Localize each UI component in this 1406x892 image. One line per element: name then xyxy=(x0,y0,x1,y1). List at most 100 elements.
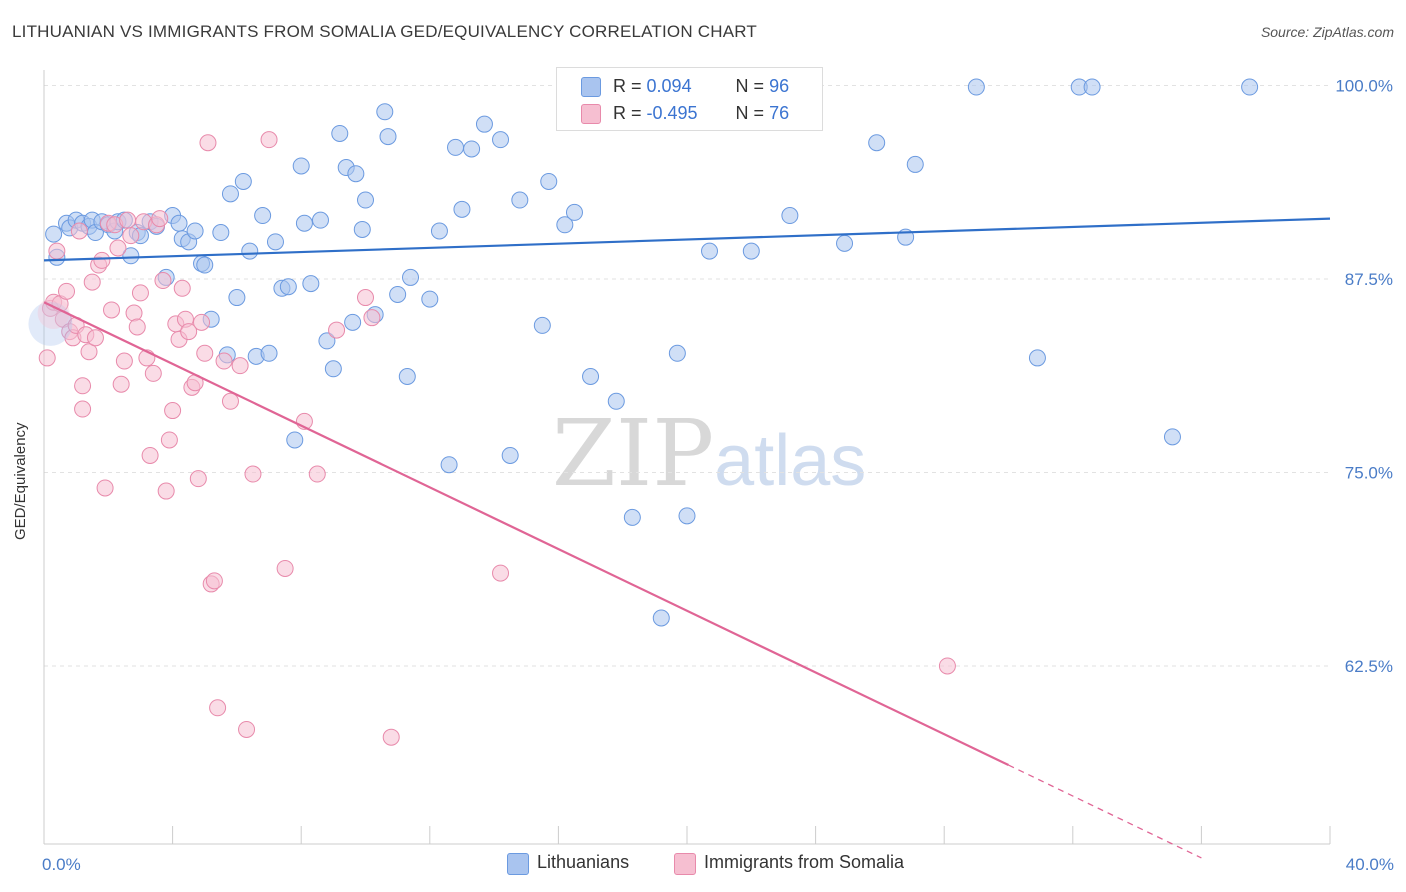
somalia-point xyxy=(109,239,127,257)
somalia-point xyxy=(231,357,249,375)
series-swatch-lithuanians xyxy=(507,853,529,875)
series-label-somalia: Immigrants from Somalia xyxy=(704,852,905,872)
somalia-point xyxy=(209,699,227,717)
lithuanian-point xyxy=(781,207,799,225)
somalia-point xyxy=(357,289,374,307)
legend-text-somalia: R = -0.495 N = 76 xyxy=(613,103,789,124)
lithuanian-point xyxy=(430,222,448,240)
somalia-trend-line xyxy=(43,301,1009,767)
somalia-point xyxy=(196,344,214,362)
somalia-point xyxy=(48,242,66,260)
watermark-zip: ZIP xyxy=(552,400,715,507)
lithuanian-point xyxy=(906,155,924,173)
legend-text-lithuanians: R = 0.094 N = 96 xyxy=(613,76,789,97)
somalia-point xyxy=(86,329,104,347)
lithuanian-point xyxy=(398,368,416,386)
somalia-point xyxy=(492,564,510,582)
lithuanian-point xyxy=(1028,349,1046,367)
lithuanian-point xyxy=(453,200,471,218)
somalia-point xyxy=(141,446,159,464)
lithuanian-point xyxy=(254,207,272,225)
lithuanian-point xyxy=(347,165,365,183)
lithuanian-point xyxy=(701,242,719,260)
somalia-point xyxy=(238,720,256,738)
lithuanian-point xyxy=(447,138,465,156)
lithuanian-point xyxy=(533,316,551,334)
y-tick-label: 87.5% xyxy=(1345,270,1393,289)
somalia-point xyxy=(363,309,381,327)
somalia-point xyxy=(180,323,198,341)
watermark-atlas: atlas xyxy=(714,421,867,501)
lithuanian-point xyxy=(212,224,230,242)
lithuanian-point xyxy=(357,191,374,209)
somalia-point xyxy=(164,402,182,420)
watermark: ZIPatlas xyxy=(552,400,866,507)
somalia-point xyxy=(221,392,239,410)
lithuanian-point xyxy=(344,313,362,331)
lithuanian-point xyxy=(221,185,239,203)
legend-r-value: 0.094 xyxy=(646,76,692,96)
lithuanian-point xyxy=(582,368,600,386)
somalia-point xyxy=(160,431,178,449)
grid xyxy=(44,84,1330,667)
somalia-point xyxy=(151,210,169,228)
somalia-point xyxy=(115,352,133,370)
lithuanian-point xyxy=(228,289,246,307)
somalia-trend-extension xyxy=(1008,764,1202,859)
lithuanian-point xyxy=(540,172,558,190)
somalia-point xyxy=(157,482,175,500)
somalia-point xyxy=(173,279,191,297)
lithuanian-point xyxy=(475,115,493,133)
lithuanian-point xyxy=(45,225,63,243)
x-tick-label: 40.0% xyxy=(1346,855,1394,874)
lithuanian-point xyxy=(318,332,336,350)
legend-swatch-somalia xyxy=(581,104,601,124)
lithuanian-point xyxy=(463,140,481,158)
y-tick-label: 62.5% xyxy=(1345,657,1393,676)
y-tick-label: 75.0% xyxy=(1345,463,1393,482)
series-legend: Lithuanians Immigrants from Somalia xyxy=(0,851,1406,877)
somalia-point xyxy=(112,375,130,393)
somalia-point xyxy=(144,364,162,382)
somalia-point xyxy=(103,301,121,319)
lithuanian-point xyxy=(186,222,204,240)
x-tick-label: 0.0% xyxy=(42,855,81,874)
somalia-point xyxy=(154,272,172,290)
correlation-legend: R = 0.094 N = 96 R = -0.495 N = 76 xyxy=(556,67,823,131)
somalia-point xyxy=(119,211,137,229)
lithuanian-point xyxy=(492,131,510,149)
lithuanian-point xyxy=(302,275,320,293)
somalia-point xyxy=(260,131,278,149)
legend-n-value: 76 xyxy=(769,103,790,123)
somalia-point xyxy=(83,273,101,291)
somalia-point xyxy=(193,313,211,331)
lithuanian-point xyxy=(379,128,397,146)
lithuanian-point xyxy=(565,203,583,221)
somalia-point xyxy=(96,479,114,497)
somalia-point xyxy=(70,222,88,240)
chart-title: LITHUANIAN VS IMMIGRANTS FROM SOMALIA GE… xyxy=(12,22,758,41)
somalia-point xyxy=(38,349,56,367)
lithuanian-cluster xyxy=(28,301,73,346)
lithuanian-point xyxy=(678,507,696,525)
lithuanian-point xyxy=(241,242,259,260)
lithuanian-point xyxy=(421,290,439,308)
trend-lines xyxy=(43,217,1331,859)
somalia-point xyxy=(93,251,111,269)
lithuanian-point xyxy=(234,172,252,190)
lithuanian-point xyxy=(389,285,407,303)
lithuanian-point xyxy=(967,78,985,96)
series-label-lithuanians: Lithuanians xyxy=(537,852,630,872)
lithuanian-point xyxy=(440,456,458,474)
tick-labels: 100.0% 87.5% 75.0% 62.5% 0.0% 40.0% xyxy=(42,76,1394,874)
lithuanian-point xyxy=(286,431,304,449)
somalia-point xyxy=(938,657,956,675)
lithuanian-point xyxy=(122,247,140,265)
lithuanian-point xyxy=(170,214,188,232)
data-points xyxy=(28,78,1259,746)
lithuanian-point xyxy=(1163,428,1181,446)
lithuanian-point xyxy=(353,220,371,238)
lithuanian-point xyxy=(260,344,278,362)
lithuanian-point xyxy=(376,103,394,121)
lithuanian-point xyxy=(279,278,297,296)
